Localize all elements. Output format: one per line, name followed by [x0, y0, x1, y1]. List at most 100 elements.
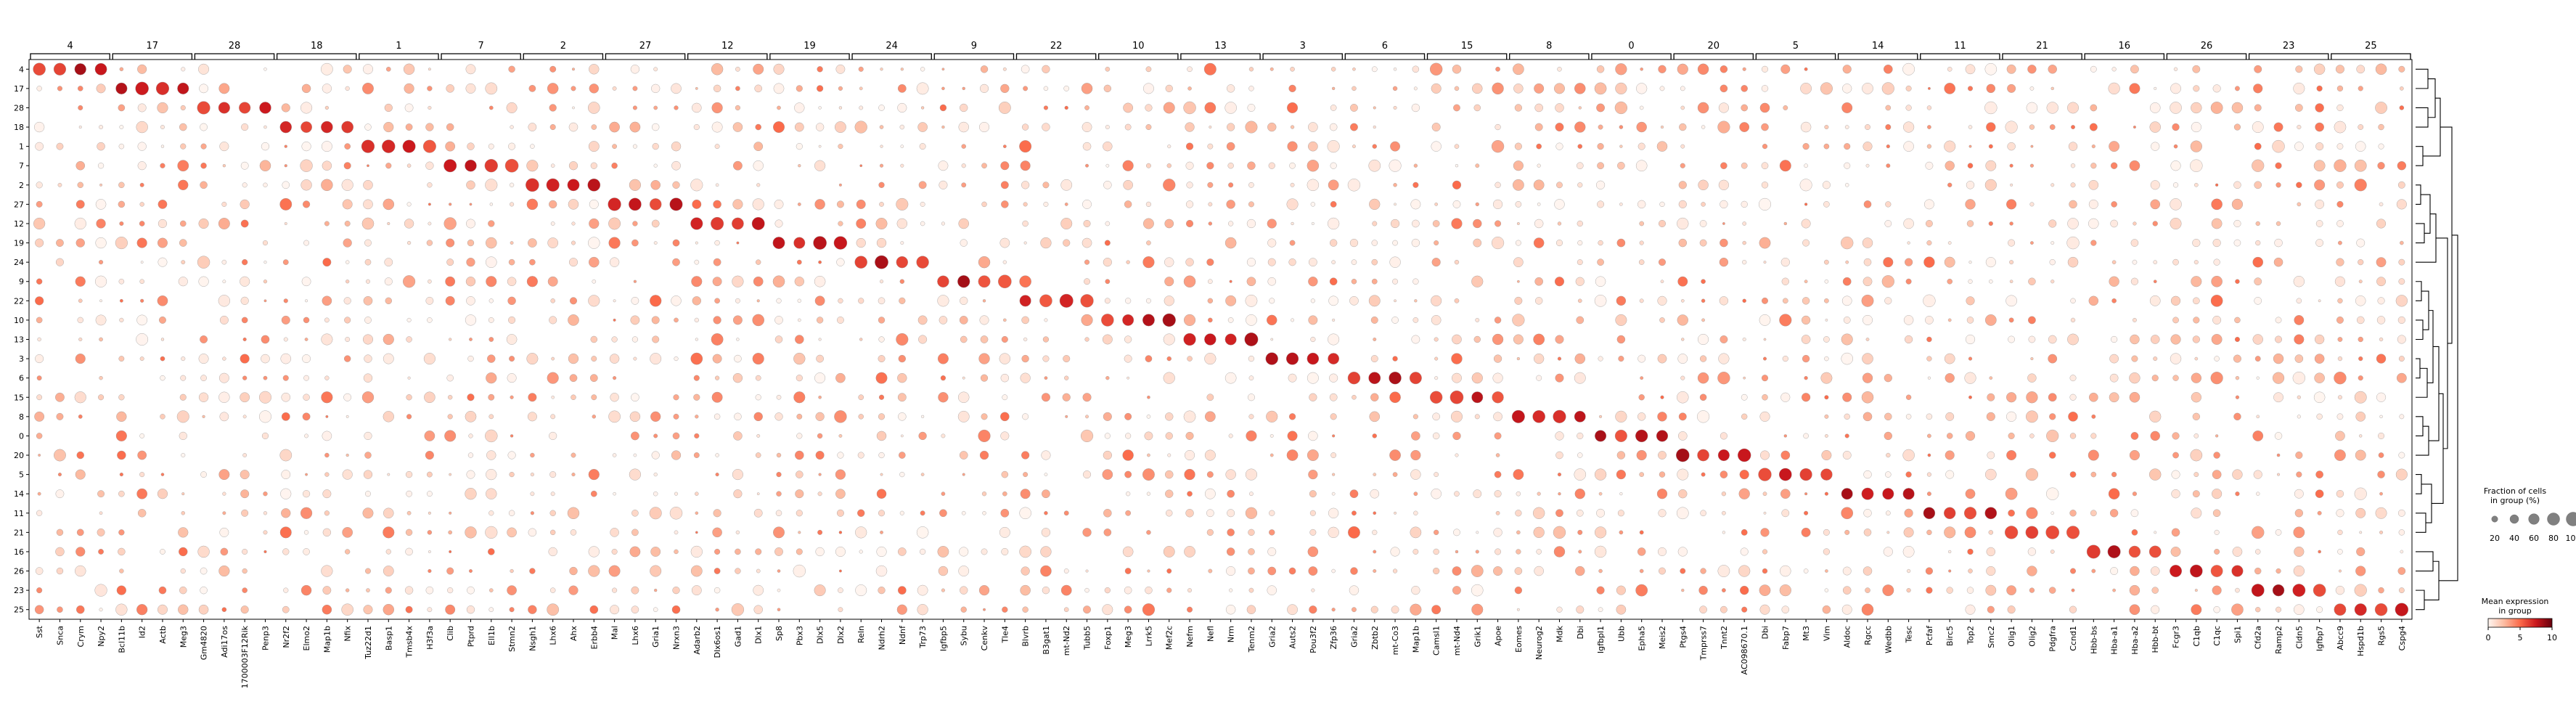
- dot-mark: [1924, 199, 1934, 210]
- dot-mark: [2151, 375, 2159, 382]
- cluster-label: 6: [19, 374, 24, 383]
- dot-mark: [406, 394, 412, 401]
- dot-mark: [2090, 104, 2098, 112]
- dot-mark: [530, 452, 535, 458]
- dot-mark: [95, 199, 107, 210]
- dot-mark: [880, 530, 883, 534]
- dot-mark: [447, 587, 454, 594]
- dot-mark: [469, 569, 473, 574]
- dot-mark: [36, 433, 43, 439]
- dot-mark: [506, 102, 518, 113]
- dot-mark: [2354, 179, 2367, 192]
- dot-mark: [384, 258, 393, 266]
- size-legend-dot: [2509, 514, 2519, 524]
- dot-mark: [1269, 434, 1274, 438]
- dot-mark: [550, 221, 555, 226]
- gene-label: Tesc: [1905, 626, 1914, 643]
- dot-mark: [674, 105, 679, 110]
- dot-mark: [1555, 240, 1563, 247]
- dot-mark: [589, 199, 599, 209]
- dot-mark: [916, 256, 929, 269]
- dot-mark: [1698, 179, 1709, 191]
- dot-mark: [793, 391, 806, 404]
- dot-mark: [1330, 201, 1337, 208]
- dot-mark: [263, 125, 267, 129]
- group-label: 26: [2201, 41, 2213, 52]
- dot-mark: [345, 453, 349, 457]
- dot-mark: [76, 605, 85, 614]
- dot-mark: [1597, 162, 1604, 170]
- dot-mark: [1455, 550, 1459, 554]
- dot-mark: [1616, 335, 1626, 344]
- dot-mark: [2111, 471, 2117, 478]
- dot-mark: [1616, 451, 1626, 460]
- dot-mark: [571, 473, 576, 477]
- dot-mark: [2334, 121, 2347, 134]
- dot-mark: [99, 125, 104, 130]
- gene-label: Ptgs4: [1678, 626, 1688, 648]
- dot-mark: [2276, 221, 2281, 227]
- dot-mark: [797, 298, 801, 303]
- dot-mark: [2170, 83, 2181, 94]
- dot-mark: [1660, 125, 1664, 129]
- dot-mark: [2170, 565, 2182, 577]
- dot-mark: [1206, 529, 1214, 536]
- dot-mark: [1229, 279, 1232, 283]
- dot-mark: [57, 606, 63, 613]
- dot-mark: [1409, 372, 1422, 385]
- dot-mark: [2192, 490, 2200, 498]
- dot-mark: [300, 507, 313, 519]
- dendrogram-branch: [2440, 126, 2453, 344]
- dot-mark: [796, 413, 803, 420]
- dot-mark: [1801, 527, 1811, 537]
- dot-mark: [1885, 471, 1892, 478]
- dot-mark: [1720, 470, 1728, 478]
- dot-mark: [181, 260, 186, 265]
- dot-mark: [140, 298, 144, 303]
- gene-label: Aldoc: [1843, 626, 1852, 648]
- dot-mark: [794, 277, 804, 287]
- dot-mark: [751, 217, 765, 230]
- dot-mark: [362, 82, 374, 94]
- dot-mark: [1532, 410, 1545, 423]
- dot-mark: [2400, 550, 2404, 554]
- dot-mark: [613, 299, 616, 303]
- dot-mark: [836, 200, 844, 208]
- dot-mark: [1412, 317, 1419, 323]
- dot-mark: [673, 413, 679, 420]
- dot-mark: [2150, 199, 2161, 210]
- dot-mark: [1802, 393, 1811, 402]
- dot-mark: [2256, 415, 2260, 419]
- dot-mark: [2070, 317, 2076, 323]
- dot-mark: [568, 199, 579, 210]
- dot-mark: [466, 258, 475, 267]
- dot-mark: [1926, 144, 1932, 149]
- dot-mark: [2006, 411, 2017, 422]
- dot-mark: [385, 297, 392, 305]
- gene-label: Ndnf: [898, 625, 907, 645]
- dot-mark: [917, 315, 928, 325]
- dot-mark: [2375, 102, 2387, 114]
- dot-mark: [712, 527, 722, 538]
- dot-mark: [1288, 84, 1296, 92]
- dot-mark: [469, 338, 473, 341]
- dot-mark: [1639, 530, 1644, 535]
- dot-mark: [343, 238, 352, 248]
- dot-mark: [653, 491, 658, 497]
- dot-mark: [981, 491, 987, 497]
- dot-mark: [1903, 141, 1914, 152]
- group-bracket: [30, 53, 110, 60]
- dot-mark: [2212, 315, 2222, 325]
- dot-mark: [2068, 412, 2078, 422]
- dot-mark: [1084, 337, 1089, 342]
- dot-mark: [672, 432, 680, 440]
- dot-mark: [610, 528, 619, 537]
- dot-mark: [2355, 449, 2366, 461]
- dot-mark: [280, 353, 292, 364]
- dot-mark: [137, 161, 147, 171]
- dot-mark: [1599, 415, 1603, 418]
- dot-mark: [1021, 451, 1030, 460]
- dot-mark: [1248, 587, 1254, 593]
- group-bracket: [1920, 53, 2000, 60]
- dot-mark: [653, 67, 658, 72]
